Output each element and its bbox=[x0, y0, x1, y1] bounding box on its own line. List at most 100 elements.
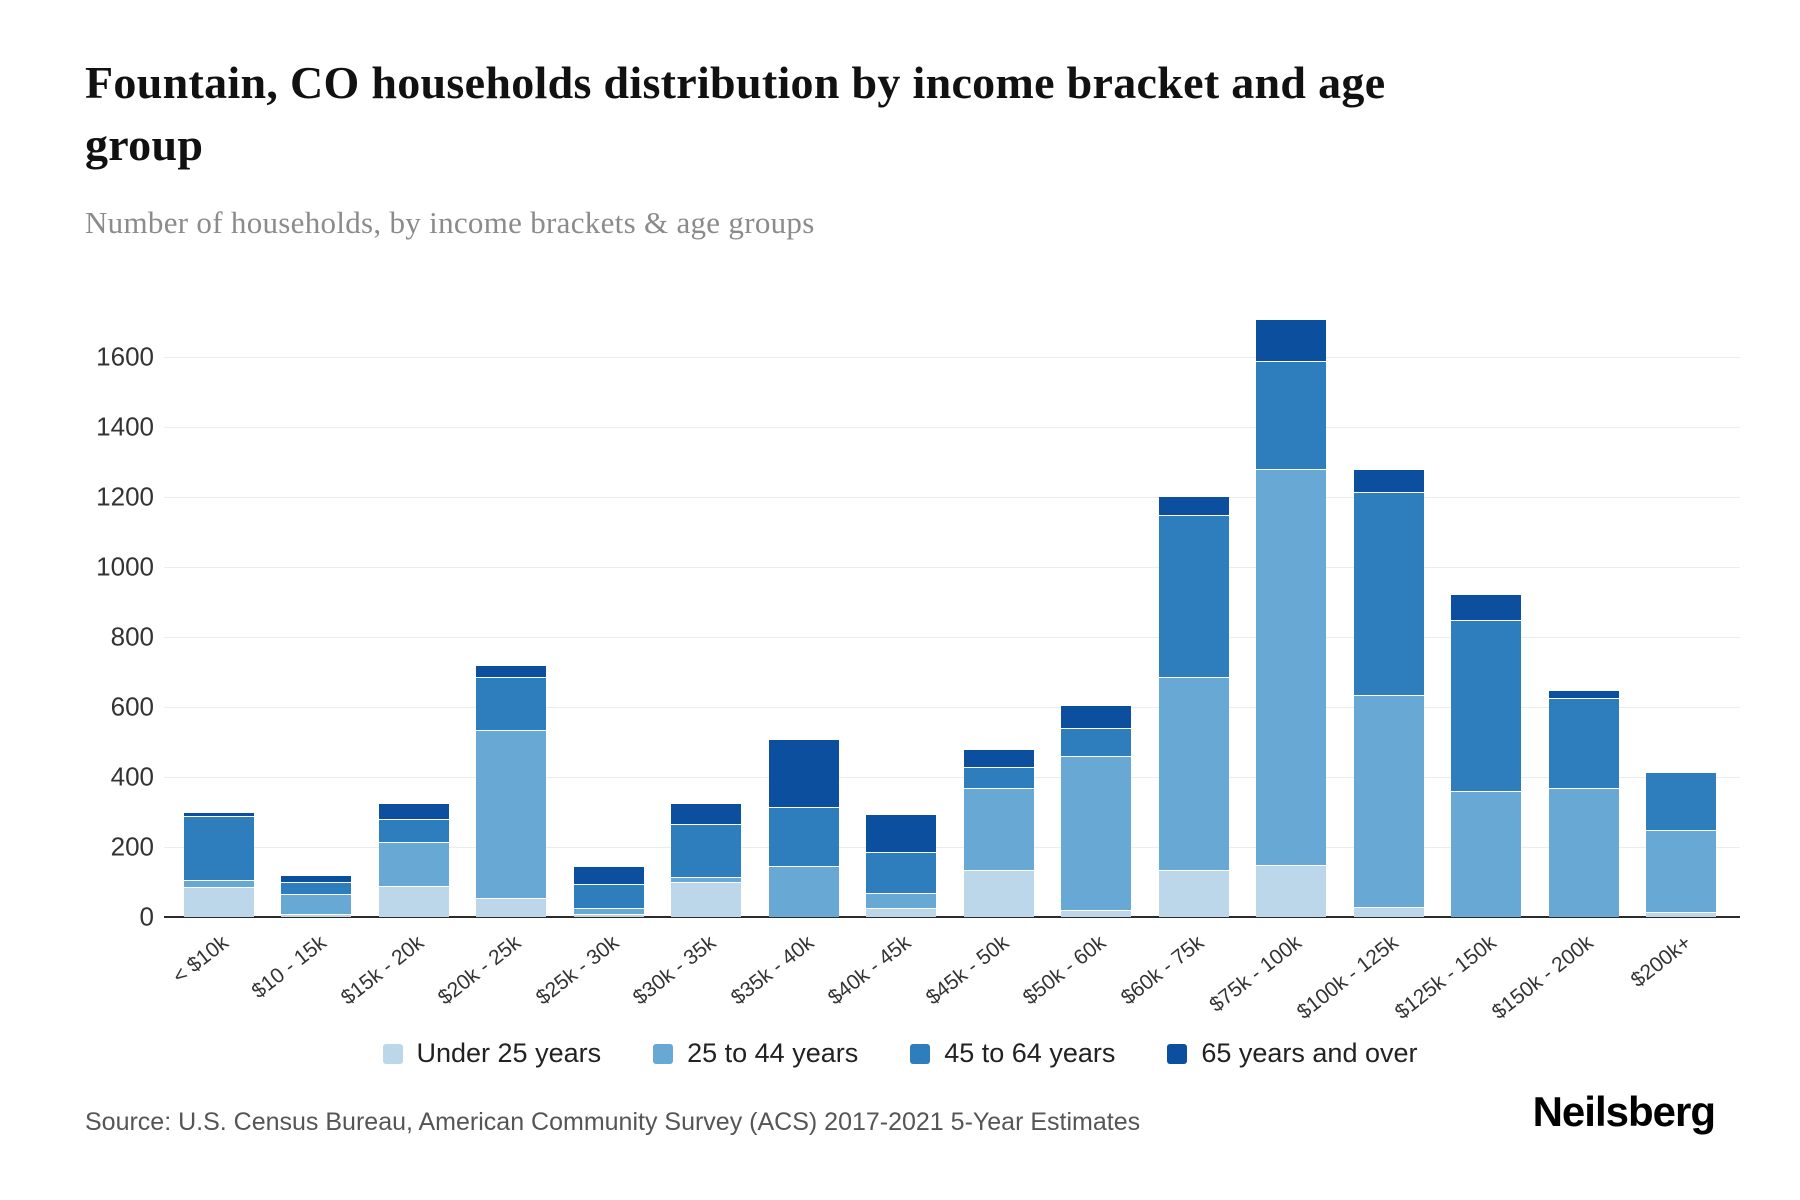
bar-segment[interactable] bbox=[1451, 791, 1522, 917]
stacked-bar[interactable] bbox=[1548, 689, 1619, 917]
stacked-bar[interactable] bbox=[671, 803, 742, 917]
bar-segment[interactable] bbox=[1256, 469, 1327, 865]
x-tick-label: $10 - 15k bbox=[247, 931, 331, 1004]
bar-segment[interactable] bbox=[378, 885, 449, 917]
bar-segment[interactable] bbox=[476, 729, 547, 898]
bar-segment[interactable] bbox=[1353, 469, 1424, 493]
bar-segment[interactable] bbox=[1256, 360, 1327, 470]
bar-segment[interactable] bbox=[573, 883, 644, 909]
bar-segment[interactable] bbox=[281, 894, 352, 914]
y-gridline bbox=[164, 777, 1740, 779]
bar-segment[interactable] bbox=[378, 819, 449, 842]
bar-segment[interactable] bbox=[1548, 689, 1619, 699]
bar-segment[interactable] bbox=[963, 787, 1034, 870]
y-tick-label: 200 bbox=[110, 831, 154, 862]
stacked-bar[interactable] bbox=[1158, 495, 1229, 917]
stacked-bar[interactable] bbox=[963, 749, 1034, 917]
bar-segment[interactable] bbox=[963, 766, 1034, 788]
bar-segment[interactable] bbox=[768, 866, 839, 917]
legend-item[interactable]: 25 to 44 years bbox=[653, 1038, 858, 1069]
x-tick-label: $30k - 35k bbox=[628, 931, 721, 1010]
bar-segment[interactable] bbox=[573, 908, 644, 914]
bar-segment[interactable] bbox=[1256, 319, 1327, 361]
bar-segment[interactable] bbox=[573, 913, 644, 917]
bar-segment[interactable] bbox=[1353, 906, 1424, 917]
legend-swatch bbox=[653, 1043, 674, 1064]
y-gridline bbox=[164, 357, 1740, 359]
bar-segment[interactable] bbox=[1646, 771, 1717, 830]
bar-segment[interactable] bbox=[866, 813, 937, 853]
bar-segment[interactable] bbox=[1353, 694, 1424, 907]
bar-segment[interactable] bbox=[378, 803, 449, 820]
bar-segment[interactable] bbox=[1061, 756, 1132, 911]
bar-segment[interactable] bbox=[476, 897, 547, 917]
stacked-bar[interactable] bbox=[378, 803, 449, 917]
bar-segment[interactable] bbox=[378, 841, 449, 886]
bar-segment[interactable] bbox=[183, 887, 254, 917]
stacked-bar[interactable] bbox=[1256, 319, 1327, 917]
bar-segment[interactable] bbox=[183, 880, 254, 888]
bar-segment[interactable] bbox=[1158, 495, 1229, 515]
bar-segment[interactable] bbox=[671, 882, 742, 917]
x-tick-label: $25k - 30k bbox=[531, 931, 623, 1010]
bar-segment[interactable] bbox=[1548, 787, 1619, 917]
bar-segment[interactable] bbox=[1646, 911, 1717, 917]
bar-segment[interactable] bbox=[866, 892, 937, 909]
x-tick-label: $60k - 75k bbox=[1116, 931, 1208, 1010]
brand-logo: Neilsberg bbox=[1532, 1088, 1716, 1135]
y-tick-label: 1000 bbox=[96, 551, 154, 582]
stacked-bar[interactable] bbox=[1061, 705, 1132, 917]
bar-segment[interactable] bbox=[768, 738, 839, 807]
stacked-bar[interactable] bbox=[1451, 593, 1522, 917]
bar-segment[interactable] bbox=[281, 913, 352, 917]
bar-segment[interactable] bbox=[1353, 492, 1424, 695]
stacked-bar[interactable] bbox=[768, 738, 839, 917]
bar-segment[interactable] bbox=[1158, 869, 1229, 917]
bar-segment[interactable] bbox=[281, 875, 352, 883]
legend-item[interactable]: 65 years and over bbox=[1167, 1038, 1418, 1069]
y-tick-label: 600 bbox=[110, 691, 154, 722]
bar-segment[interactable] bbox=[281, 882, 352, 895]
bar-segment[interactable] bbox=[1158, 514, 1229, 678]
bar-segment[interactable] bbox=[476, 665, 547, 678]
bar-segment[interactable] bbox=[1451, 593, 1522, 620]
bar-segment[interactable] bbox=[1158, 677, 1229, 870]
legend-item[interactable]: 45 to 64 years bbox=[910, 1038, 1115, 1069]
legend-item[interactable]: Under 25 years bbox=[382, 1038, 601, 1069]
y-gridline bbox=[164, 427, 1740, 429]
x-tick-label: $200k+ bbox=[1626, 931, 1696, 992]
bar-segment[interactable] bbox=[866, 908, 937, 917]
bar-segment[interactable] bbox=[866, 852, 937, 893]
bar-segment[interactable] bbox=[1061, 728, 1132, 757]
stacked-bar[interactable] bbox=[281, 875, 352, 917]
stacked-bar[interactable] bbox=[866, 813, 937, 917]
bar-segment[interactable] bbox=[963, 869, 1034, 917]
stacked-bar[interactable] bbox=[1353, 469, 1424, 917]
bar-segment[interactable] bbox=[1548, 698, 1619, 788]
stacked-bar[interactable] bbox=[573, 866, 644, 917]
bar-segment[interactable] bbox=[671, 824, 742, 877]
bar-segment[interactable] bbox=[476, 677, 547, 730]
y-tick-label: 1400 bbox=[96, 411, 154, 442]
x-tick-label: $75k - 100k bbox=[1204, 931, 1306, 1017]
bar-segment[interactable] bbox=[573, 866, 644, 884]
y-tick-label: 0 bbox=[139, 901, 154, 932]
bar-segment[interactable] bbox=[1061, 910, 1132, 917]
y-gridline bbox=[164, 497, 1740, 499]
legend-label: 65 years and over bbox=[1201, 1038, 1418, 1068]
bar-segment[interactable] bbox=[183, 812, 254, 816]
legend-swatch bbox=[382, 1043, 403, 1064]
bar-segment[interactable] bbox=[671, 876, 742, 883]
bar-segment[interactable] bbox=[671, 803, 742, 825]
bar-segment[interactable] bbox=[1061, 705, 1132, 729]
x-axis-line bbox=[164, 916, 1740, 918]
bar-segment[interactable] bbox=[1646, 829, 1717, 912]
stacked-bar[interactable] bbox=[1646, 771, 1717, 917]
bar-segment[interactable] bbox=[1256, 864, 1327, 917]
stacked-bar[interactable] bbox=[476, 665, 547, 917]
stacked-bar[interactable] bbox=[183, 812, 254, 917]
bar-segment[interactable] bbox=[1451, 619, 1522, 792]
bar-segment[interactable] bbox=[963, 749, 1034, 767]
bar-segment[interactable] bbox=[768, 806, 839, 867]
bar-segment[interactable] bbox=[183, 815, 254, 881]
